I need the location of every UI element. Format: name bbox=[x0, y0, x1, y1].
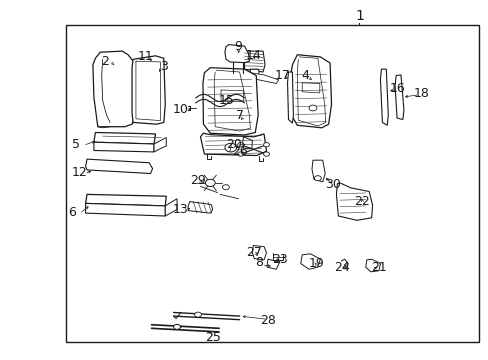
Text: 11: 11 bbox=[138, 50, 153, 63]
Text: 19: 19 bbox=[308, 257, 324, 270]
Polygon shape bbox=[154, 138, 166, 152]
Text: 17: 17 bbox=[274, 69, 290, 82]
Text: 7: 7 bbox=[235, 109, 243, 122]
Polygon shape bbox=[85, 203, 165, 216]
Circle shape bbox=[205, 179, 215, 186]
Text: 15: 15 bbox=[218, 94, 234, 107]
Polygon shape bbox=[165, 199, 177, 216]
Polygon shape bbox=[252, 246, 266, 260]
Polygon shape bbox=[93, 51, 138, 127]
Text: 18: 18 bbox=[413, 87, 428, 100]
Text: 4: 4 bbox=[301, 69, 309, 82]
Polygon shape bbox=[336, 183, 372, 220]
Circle shape bbox=[308, 105, 316, 111]
Polygon shape bbox=[94, 132, 155, 144]
Polygon shape bbox=[188, 202, 212, 213]
Text: 20: 20 bbox=[225, 138, 241, 150]
Polygon shape bbox=[203, 68, 258, 135]
Text: 9: 9 bbox=[234, 40, 242, 53]
Text: 21: 21 bbox=[370, 261, 386, 274]
Text: 12: 12 bbox=[71, 166, 87, 179]
Polygon shape bbox=[290, 55, 331, 128]
Text: 25: 25 bbox=[204, 331, 220, 344]
Text: 8: 8 bbox=[255, 256, 263, 269]
Polygon shape bbox=[94, 142, 154, 152]
Circle shape bbox=[173, 324, 180, 329]
Text: 26: 26 bbox=[231, 145, 247, 158]
Text: 16: 16 bbox=[388, 82, 404, 95]
Polygon shape bbox=[287, 72, 293, 123]
Circle shape bbox=[314, 176, 321, 181]
Text: 1: 1 bbox=[354, 9, 363, 23]
Bar bbox=[66, 25, 478, 342]
Text: 24: 24 bbox=[334, 261, 349, 274]
Polygon shape bbox=[380, 69, 387, 125]
Polygon shape bbox=[244, 72, 278, 84]
Circle shape bbox=[194, 312, 201, 317]
Circle shape bbox=[263, 143, 269, 147]
Circle shape bbox=[222, 185, 229, 190]
Text: 30: 30 bbox=[324, 178, 340, 191]
Text: 22: 22 bbox=[353, 195, 369, 208]
Polygon shape bbox=[224, 45, 249, 63]
Text: 14: 14 bbox=[245, 49, 261, 62]
Text: 3: 3 bbox=[160, 60, 167, 73]
Circle shape bbox=[237, 143, 243, 147]
Text: 27: 27 bbox=[246, 246, 262, 258]
Circle shape bbox=[224, 143, 236, 152]
Text: 5: 5 bbox=[72, 138, 80, 150]
Polygon shape bbox=[132, 56, 165, 124]
Text: 13: 13 bbox=[173, 203, 188, 216]
Polygon shape bbox=[394, 75, 403, 120]
Circle shape bbox=[263, 152, 269, 156]
Text: 10: 10 bbox=[173, 103, 188, 116]
Text: 28: 28 bbox=[260, 314, 275, 327]
Polygon shape bbox=[300, 254, 320, 269]
Polygon shape bbox=[365, 259, 380, 272]
Polygon shape bbox=[266, 259, 279, 269]
Polygon shape bbox=[244, 51, 264, 72]
Polygon shape bbox=[85, 159, 152, 174]
Polygon shape bbox=[242, 137, 252, 148]
Text: 6: 6 bbox=[68, 206, 76, 219]
Polygon shape bbox=[250, 69, 259, 76]
Polygon shape bbox=[85, 194, 166, 206]
Text: 2: 2 bbox=[101, 55, 109, 68]
Text: 29: 29 bbox=[190, 174, 205, 186]
Text: 23: 23 bbox=[271, 253, 287, 266]
Polygon shape bbox=[200, 133, 266, 156]
Circle shape bbox=[237, 152, 243, 156]
Polygon shape bbox=[311, 160, 325, 182]
